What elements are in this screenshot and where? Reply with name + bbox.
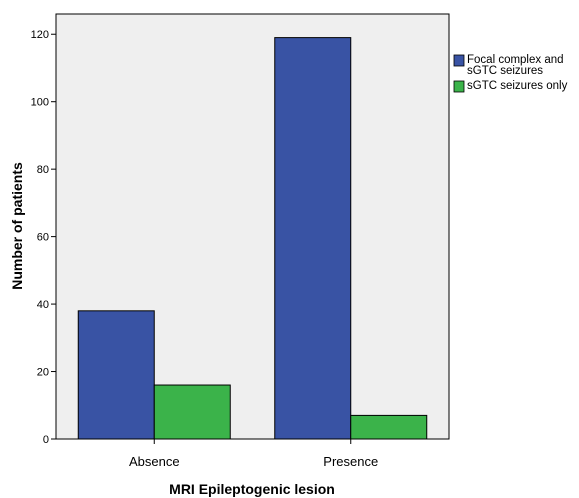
y-tick-label: 80	[37, 164, 49, 176]
bar-presence-series-1	[274, 37, 352, 440]
y-axis-title: Number of patients	[9, 162, 25, 290]
bar-absence-series-2	[153, 384, 231, 440]
x-axis-ticks: Absence Presence	[129, 439, 378, 469]
x-axis-title: MRI Epileptogenic lesion	[169, 481, 335, 497]
legend-swatch	[453, 54, 465, 67]
y-tick-label: 40	[37, 299, 49, 311]
y-tick-label: 20	[37, 367, 49, 379]
bar-presence-series-2	[350, 414, 428, 440]
legend-label: Focal complex and	[467, 54, 564, 66]
legend-label: sGTC seizures	[467, 65, 543, 77]
legend-label: sGTC seizures only	[467, 80, 568, 92]
bars	[77, 37, 428, 440]
bar-absence-series-1	[77, 310, 155, 440]
y-tick-label: 60	[37, 232, 49, 244]
y-tick-label: 120	[31, 29, 49, 41]
legend-swatch	[453, 80, 465, 93]
x-tick-label: Presence	[323, 454, 378, 469]
y-tick-label: 100	[31, 97, 49, 109]
y-tick-label: 0	[43, 434, 49, 446]
y-axis-ticks: 0 20 40 60 80 100 120	[31, 29, 56, 446]
x-tick-label: Absence	[129, 454, 180, 469]
